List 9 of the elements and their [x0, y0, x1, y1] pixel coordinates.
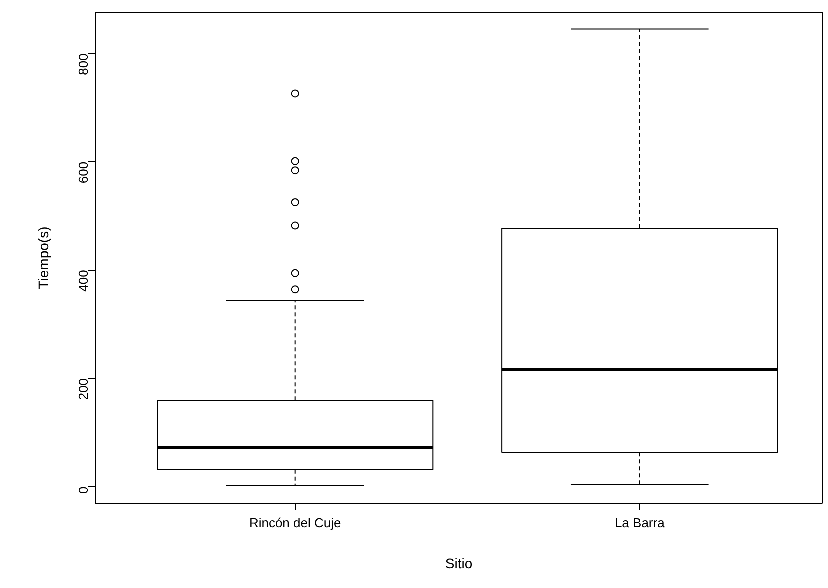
x-tick-label: Rincón del Cuje	[249, 516, 342, 530]
y-tick-label: 800	[76, 54, 91, 76]
x-axis-title: Sitio	[445, 556, 473, 572]
y-tick-label: 400	[76, 270, 91, 292]
x-tick-label: La Barra	[614, 516, 666, 530]
y-tick-label: 200	[76, 378, 91, 400]
y-axis-title: Tiempo(s)	[36, 226, 52, 290]
y-tick-label: 0	[76, 486, 91, 494]
y-tick-label: 600	[76, 162, 91, 184]
